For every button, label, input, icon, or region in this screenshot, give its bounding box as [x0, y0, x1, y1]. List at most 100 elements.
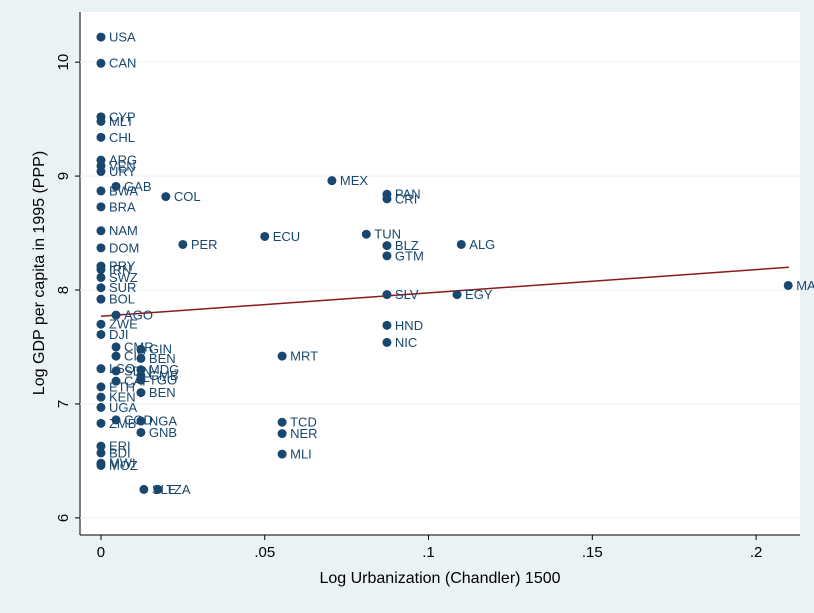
point-label: GTM — [395, 248, 424, 263]
point — [96, 283, 106, 293]
point — [361, 229, 371, 239]
point-label: COL — [174, 189, 201, 204]
point-label: GIN — [149, 342, 172, 357]
point-label: BRA — [109, 199, 136, 214]
point — [96, 294, 106, 304]
x-axis-title: Log Urbanization (Chandler) 1500 — [319, 570, 560, 587]
point-label: NAM — [109, 223, 138, 238]
point — [161, 192, 171, 202]
point-label: SWZ — [109, 270, 138, 285]
point — [96, 32, 106, 42]
point — [96, 448, 106, 458]
point — [96, 392, 106, 402]
point — [111, 181, 121, 191]
y-tick-label: 7 — [55, 400, 72, 408]
y-tick-label: 9 — [55, 172, 72, 180]
point — [327, 176, 337, 186]
point — [382, 320, 392, 330]
point-label: MWI — [109, 456, 136, 471]
point-label: TCD — [290, 415, 317, 430]
point — [96, 265, 106, 275]
point — [111, 310, 121, 320]
point — [260, 231, 270, 241]
point — [96, 226, 106, 236]
point — [452, 290, 462, 300]
point — [139, 484, 149, 494]
point-label: BEN — [149, 351, 176, 366]
point-label: PAN — [395, 187, 421, 202]
point-label: NER — [290, 426, 317, 441]
point — [96, 460, 106, 470]
point-label: ETH — [109, 379, 135, 394]
point — [178, 239, 188, 249]
x-tick-label: .15 — [582, 544, 603, 561]
point — [382, 251, 392, 261]
point-label: EGY — [465, 287, 493, 302]
point — [456, 239, 466, 249]
point-label: MRT — [290, 349, 318, 364]
point — [136, 353, 146, 363]
point-label: GNB — [149, 425, 177, 440]
point — [96, 418, 106, 428]
point-label: ZWE — [109, 317, 138, 332]
point-label: GMB — [149, 368, 179, 383]
point — [96, 167, 106, 177]
point-label: PER — [191, 237, 218, 252]
y-tick-label: 10 — [55, 54, 72, 71]
point-label: MOZ — [109, 458, 138, 473]
point-label: DOM — [109, 240, 139, 255]
y-axis-title: Log GDP per capita in 1995 (PPP) — [31, 151, 48, 395]
point-label: BLZ — [395, 238, 419, 253]
point-label: ARG — [109, 153, 137, 168]
point-label: KEN — [109, 390, 136, 405]
point-label: SLV — [395, 287, 419, 302]
point-label: PRY — [109, 259, 136, 274]
point — [136, 416, 146, 426]
point-label: BDI — [109, 445, 131, 460]
point — [382, 194, 392, 204]
point-label: CYP — [109, 109, 136, 124]
point — [111, 351, 121, 361]
point — [96, 441, 106, 451]
point — [153, 484, 163, 494]
point-label: SUR — [109, 280, 136, 295]
y-tick-label: 6 — [55, 514, 72, 522]
point-label: URY — [109, 164, 137, 179]
point — [382, 241, 392, 251]
point — [277, 449, 287, 459]
point-label: TZA — [166, 482, 191, 497]
point — [96, 202, 106, 212]
point-label: BEN — [149, 385, 176, 400]
point — [96, 402, 106, 412]
point — [96, 329, 106, 339]
point-label: DJI — [109, 327, 128, 342]
point-label: ERI — [109, 439, 131, 454]
point — [277, 429, 287, 439]
point-label: VEN — [109, 158, 136, 173]
point — [382, 290, 392, 300]
point — [111, 366, 121, 376]
fit-line — [100, 266, 789, 317]
point — [96, 382, 106, 392]
point — [96, 186, 106, 196]
point — [96, 58, 106, 68]
point — [96, 272, 106, 282]
point — [96, 243, 106, 253]
x-tick-label: .1 — [422, 544, 435, 561]
x-tick-label: 0 — [97, 544, 105, 561]
point — [277, 351, 287, 361]
point-label: HND — [395, 318, 423, 333]
point — [136, 344, 146, 354]
point-label: ALG — [469, 237, 495, 252]
point-label: MLT — [109, 114, 134, 129]
point-label: CAN — [109, 56, 136, 71]
point — [111, 415, 121, 425]
point-label: BWA — [109, 183, 138, 198]
point — [136, 375, 146, 385]
point — [382, 337, 392, 347]
point-label: TGO — [149, 372, 177, 387]
point — [111, 376, 121, 386]
x-tick-label: .05 — [254, 544, 275, 561]
point-label: GAB — [124, 179, 151, 194]
